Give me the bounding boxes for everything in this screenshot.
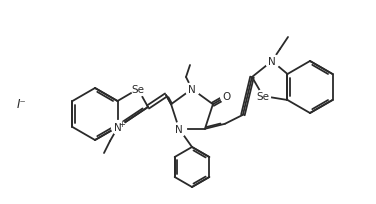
Text: N: N bbox=[268, 57, 276, 67]
Text: O: O bbox=[223, 92, 231, 102]
Text: +: + bbox=[118, 120, 126, 129]
Text: N: N bbox=[114, 122, 122, 132]
Text: N: N bbox=[188, 85, 196, 94]
Text: N: N bbox=[175, 124, 183, 134]
Text: I⁻: I⁻ bbox=[17, 98, 27, 111]
Text: Se: Se bbox=[132, 85, 144, 94]
Text: Se: Se bbox=[256, 92, 270, 102]
